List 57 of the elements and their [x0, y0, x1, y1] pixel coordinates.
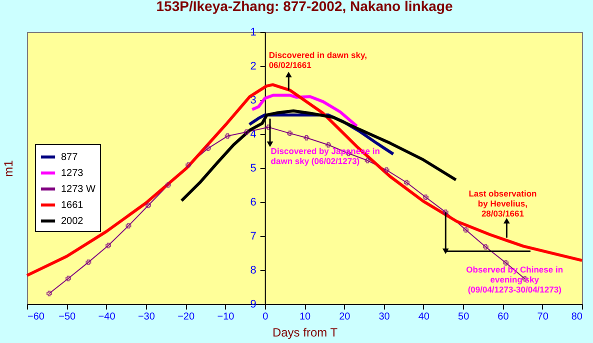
y-tick-label: 8 — [250, 264, 256, 276]
legend-label: 1273 — [61, 168, 84, 179]
x-tick-label: 80 — [571, 312, 583, 322]
point — [205, 146, 211, 152]
point — [165, 182, 171, 188]
point — [326, 142, 332, 148]
y-tick-label: 6 — [250, 196, 256, 208]
point — [244, 129, 250, 135]
legend-label: 2002 — [61, 216, 84, 227]
legend-label: 877 — [61, 152, 78, 163]
point — [46, 290, 52, 296]
point — [423, 194, 429, 200]
x-tick-label: 20 — [339, 312, 351, 322]
x-tick-label: 40 — [418, 312, 430, 322]
chart-title: 153P/Ikeya-Zhang: 877-2002, Nakano linkage — [156, 0, 453, 14]
annotation: Discovered in dawn sky, 06/02/1661 — [268, 50, 367, 70]
point — [224, 133, 230, 139]
y-tick-label: 2 — [250, 60, 256, 72]
point — [126, 223, 132, 229]
x-tick-label: 30 — [378, 312, 390, 322]
y-tick-label: 1 — [250, 26, 256, 38]
y-tick-label: 5 — [250, 162, 256, 174]
x-tick-label: −30 — [138, 312, 156, 322]
y-axis-title: m1 — [2, 160, 16, 177]
point — [503, 260, 509, 266]
x-tick-label: 60 — [498, 312, 510, 322]
point — [287, 130, 293, 136]
x-tick-label: −40 — [98, 312, 116, 322]
legend-label: 1273 W — [61, 184, 96, 195]
x-tick-label: −10 — [217, 312, 235, 322]
x-tick-label: −50 — [58, 312, 76, 322]
point — [86, 259, 92, 265]
point — [186, 162, 192, 168]
point — [442, 209, 448, 215]
annotation: Last observation by Hevelius, 28/03/1661 — [468, 188, 537, 218]
point — [364, 158, 370, 164]
line-series — [250, 94, 358, 128]
y-tick-label: 7 — [250, 230, 256, 242]
x-axis-title: Days from T — [272, 326, 338, 340]
point — [304, 135, 310, 140]
x-tick-label: 70 — [537, 312, 549, 322]
x-tick-label: 50 — [458, 312, 470, 322]
point — [65, 276, 71, 282]
x-tick-label: −20 — [178, 312, 195, 322]
point — [482, 244, 488, 250]
x-tick-label: 10 — [299, 312, 311, 322]
point — [106, 242, 112, 248]
point — [404, 180, 410, 186]
point — [266, 124, 272, 130]
point — [146, 202, 152, 208]
legend-label: 1661 — [61, 200, 84, 211]
line-series — [26, 83, 584, 277]
point — [384, 167, 390, 173]
y-tick-label: 3 — [250, 94, 256, 106]
x-tick-label: 0 — [262, 312, 269, 322]
point — [463, 227, 469, 233]
x-tick-label: −60 — [28, 312, 45, 322]
